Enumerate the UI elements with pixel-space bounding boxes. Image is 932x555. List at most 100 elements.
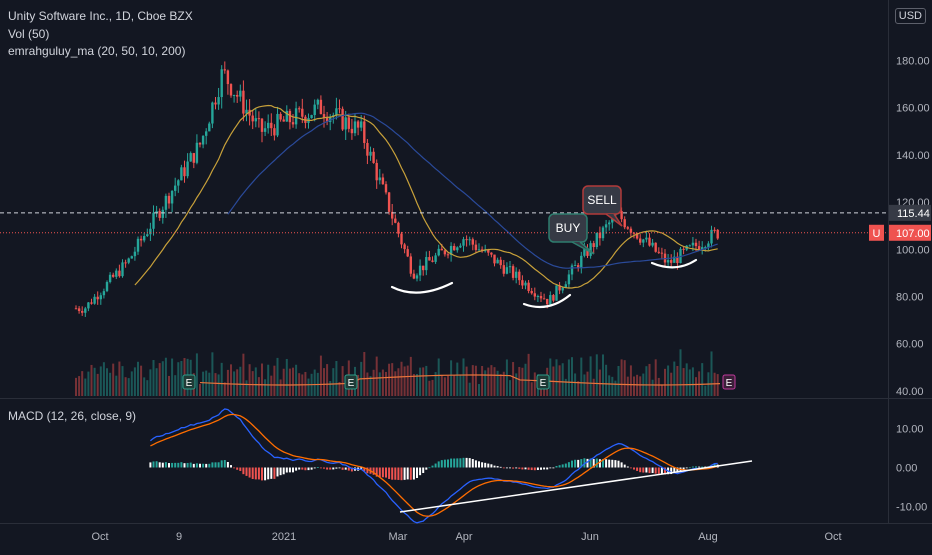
- volume-bar: [220, 362, 223, 396]
- candle-body: [189, 153, 192, 162]
- volume-bar: [679, 349, 682, 396]
- buy-callout-box: [548, 213, 588, 243]
- candle-body: [263, 128, 267, 132]
- candle-body: [446, 254, 450, 256]
- volume-bar: [211, 352, 214, 396]
- macd-hist-bar: [459, 458, 462, 468]
- volume-bar: [288, 368, 291, 396]
- macd-hist-bar: [453, 458, 456, 468]
- candle-body: [654, 242, 657, 252]
- volume-bar: [564, 378, 567, 396]
- candle-body: [229, 84, 233, 96]
- volume-bar: [164, 357, 167, 396]
- candle-body: [360, 121, 363, 128]
- candle-body: [673, 256, 676, 263]
- candle-body: [257, 118, 261, 120]
- macd-hist-bar: [233, 467, 236, 469]
- earnings-badge-box: [722, 374, 736, 390]
- macd-hist-bar: [381, 467, 384, 478]
- macd-hist-bar: [273, 467, 276, 479]
- candle-body: [74, 308, 78, 310]
- volume-bar: [664, 368, 666, 396]
- volume-ma-line: [199, 374, 721, 386]
- candle-body: [87, 302, 90, 309]
- candle-body: [552, 295, 555, 301]
- macd-hist-bar: [682, 467, 685, 470]
- buy-callout: BUY: [548, 213, 595, 255]
- time-tick-label: Apr: [455, 531, 472, 543]
- volume-bar: [267, 364, 270, 396]
- volume-bar: [292, 367, 294, 396]
- candle-body: [186, 161, 189, 177]
- volume-bar: [567, 359, 570, 396]
- volume-bar: [180, 360, 183, 396]
- candle-body: [115, 270, 118, 277]
- candle-body: [381, 177, 385, 185]
- price-tick-label: 160.00: [896, 103, 930, 115]
- volume-bar: [611, 376, 614, 396]
- candle-body: [474, 244, 478, 250]
- volume-bar: [96, 373, 99, 396]
- macd-hist-bar: [567, 462, 570, 468]
- ma-slow-line: [227, 112, 718, 269]
- volume-bar: [673, 361, 676, 396]
- volume-bar: [645, 366, 648, 396]
- volume-bar: [685, 363, 688, 396]
- macd-hist-bar: [304, 467, 307, 471]
- candle-body: [663, 253, 667, 263]
- candle-body: [143, 236, 146, 241]
- macd-hist-bar: [397, 467, 400, 480]
- candle-body: [394, 218, 397, 223]
- candle-body: [412, 273, 416, 279]
- currency-badge[interactable]: USD: [894, 8, 926, 24]
- candle-body: [431, 260, 434, 262]
- volume-bar: [453, 375, 456, 396]
- macd-hist-bar: [518, 467, 521, 469]
- candle-body: [353, 121, 357, 134]
- price-tick-label: 100.00: [896, 244, 930, 256]
- macd-hist-bar: [226, 462, 229, 468]
- candle-body: [344, 117, 347, 130]
- volume-bar: [598, 369, 601, 396]
- candle-body: [418, 265, 422, 276]
- macd-hist-bar: [648, 467, 651, 474]
- volume-bar: [332, 368, 335, 396]
- volume-bar: [530, 382, 533, 396]
- volume-bar: [583, 374, 586, 396]
- macd-hist-bar: [450, 458, 453, 468]
- macd-hist-bar: [698, 466, 701, 468]
- macd-hist-bar: [657, 467, 660, 474]
- macd-hist-bar: [605, 459, 608, 468]
- time-tick-label: 2021: [272, 531, 296, 543]
- candle-body: [77, 308, 81, 312]
- candle-body: [530, 290, 533, 294]
- macd-hist-bar: [416, 467, 418, 478]
- macd-hist-bar: [248, 467, 251, 478]
- macd-hist-bar: [639, 467, 642, 473]
- candle-body: [96, 296, 99, 300]
- candle-body: [477, 249, 481, 251]
- volume-bar: [143, 377, 146, 396]
- volume-bar: [177, 362, 180, 396]
- volume-bar: [577, 381, 580, 396]
- macd-hist-bar: [257, 467, 260, 480]
- macd-hist-bar: [282, 467, 285, 475]
- volume-bar: [168, 375, 170, 396]
- volume-bar: [422, 367, 425, 396]
- time-tick-label: Aug: [698, 531, 718, 543]
- volume-bar: [251, 371, 254, 396]
- macd-hist-bar: [471, 459, 474, 468]
- volume-bar: [648, 363, 651, 396]
- sell-callout: SELL: [582, 185, 623, 227]
- macd-hist-bar: [422, 467, 425, 474]
- macd-hist-bar: [279, 467, 282, 476]
- macd-hist-bar: [220, 460, 223, 468]
- candle-body: [130, 256, 133, 259]
- volume-bar: [481, 365, 484, 396]
- macd-hist-bar: [586, 458, 589, 468]
- candle-body: [384, 184, 388, 193]
- volume-bar: [264, 379, 267, 396]
- candle-body: [99, 295, 102, 300]
- volume-bar: [698, 371, 701, 396]
- candle-body: [319, 99, 323, 115]
